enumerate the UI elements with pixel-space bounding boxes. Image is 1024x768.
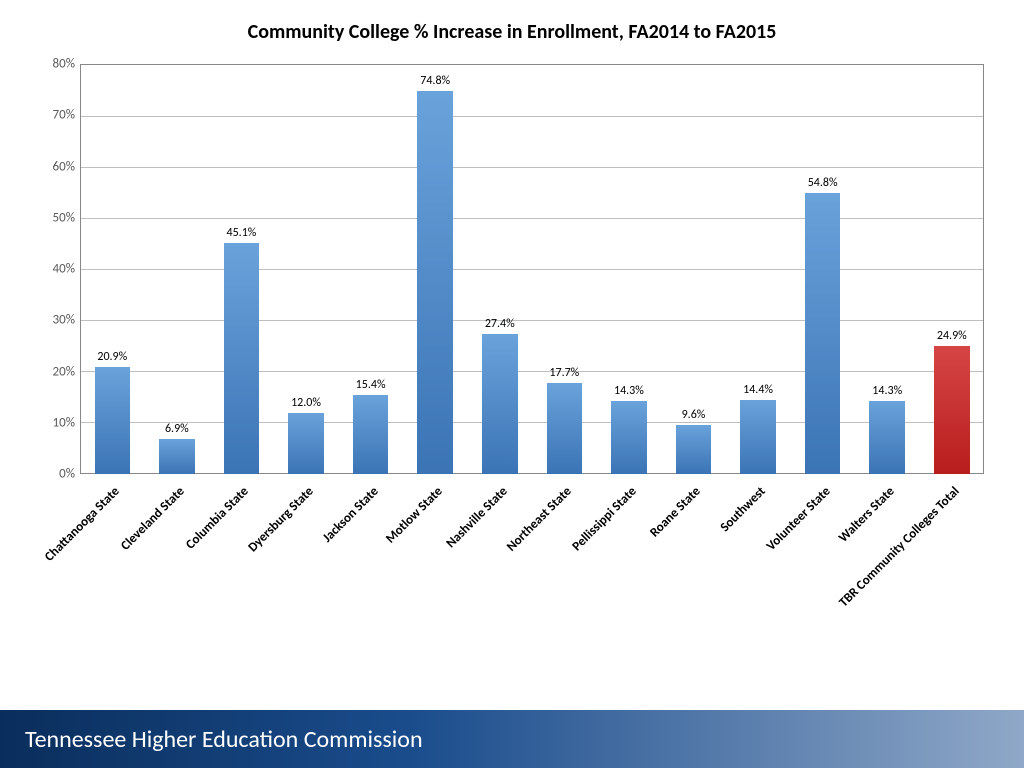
bar-value-label: 14.3% bbox=[872, 384, 902, 398]
bar-slot: 15.4% bbox=[338, 64, 403, 474]
bar-value-label: 14.3% bbox=[614, 384, 644, 398]
footer-text: Tennessee Higher Education Commission bbox=[25, 725, 423, 754]
x-label-slot: Chattanooga State bbox=[80, 479, 145, 659]
x-category-label: Chattanooga State bbox=[42, 484, 123, 565]
bar-slot: 14.4% bbox=[726, 64, 791, 474]
x-label-slot: Pellissippi State bbox=[597, 479, 662, 659]
bar-slot: 45.1% bbox=[209, 64, 274, 474]
y-tick-label: 80% bbox=[40, 57, 75, 72]
bar-slot: 20.9% bbox=[80, 64, 145, 474]
bar-slot: 14.3% bbox=[597, 64, 662, 474]
x-label-slot: Southwest bbox=[726, 479, 791, 659]
bar-value-label: 24.9% bbox=[937, 329, 967, 343]
x-label-slot: TBR Community Colleges Total bbox=[920, 479, 985, 659]
bar-slot: 9.6% bbox=[661, 64, 726, 474]
bar-slot: 12.0% bbox=[274, 64, 339, 474]
x-label-slot: Volunteer State bbox=[790, 479, 855, 659]
x-category-label: Southwest bbox=[718, 484, 769, 535]
x-label-slot: Cleveland State bbox=[145, 479, 210, 659]
bar-slot: 24.9% bbox=[920, 64, 985, 474]
bar-value-label: 74.8% bbox=[420, 74, 450, 88]
bar bbox=[805, 193, 841, 474]
chart-area: Community College % Increase in Enrollme… bbox=[30, 20, 994, 688]
bar bbox=[482, 334, 518, 474]
bar-value-label: 6.9% bbox=[165, 422, 189, 436]
x-label-slot: Dyersburg State bbox=[274, 479, 339, 659]
chart-title: Community College % Increase in Enrollme… bbox=[30, 20, 994, 44]
slide: Community College % Increase in Enrollme… bbox=[0, 0, 1024, 768]
bar bbox=[353, 395, 389, 474]
bar-slot: 17.7% bbox=[532, 64, 597, 474]
bar bbox=[95, 367, 131, 474]
bar bbox=[224, 243, 260, 474]
y-tick-label: 10% bbox=[40, 415, 75, 430]
bar-value-label: 45.1% bbox=[227, 226, 257, 240]
bar-value-label: 17.7% bbox=[549, 366, 579, 380]
x-axis-labels: Chattanooga StateCleveland StateColumbia… bbox=[80, 479, 984, 659]
y-tick-label: 0% bbox=[40, 467, 75, 482]
bar-slot: 14.3% bbox=[855, 64, 920, 474]
bar bbox=[740, 400, 776, 474]
bar-slot: 27.4% bbox=[467, 64, 532, 474]
x-label-slot: Nashville State bbox=[467, 479, 532, 659]
bar bbox=[547, 383, 583, 474]
bar-value-label: 12.0% bbox=[291, 396, 321, 410]
bar bbox=[159, 439, 195, 474]
y-tick-label: 70% bbox=[40, 108, 75, 123]
y-tick-label: 60% bbox=[40, 159, 75, 174]
x-label-slot: Columbia State bbox=[209, 479, 274, 659]
x-label-slot: Northeast State bbox=[532, 479, 597, 659]
bar-slot: 54.8% bbox=[790, 64, 855, 474]
bar-slot: 74.8% bbox=[403, 64, 468, 474]
bar bbox=[288, 413, 324, 475]
y-tick-label: 20% bbox=[40, 364, 75, 379]
bar bbox=[611, 401, 647, 474]
footer-bar: Tennessee Higher Education Commission bbox=[0, 710, 1024, 768]
bar-value-label: 20.9% bbox=[97, 350, 127, 364]
y-tick-label: 30% bbox=[40, 313, 75, 328]
y-tick-label: 50% bbox=[40, 210, 75, 225]
bar bbox=[869, 401, 905, 474]
bar bbox=[417, 91, 453, 474]
x-label-slot: Motlow State bbox=[403, 479, 468, 659]
chart-body: 0% 10% 20% 30% 40% 50% 60% 70% 80% 20.9% 6.9% 45.1… bbox=[30, 54, 994, 674]
bar-value-label: 27.4% bbox=[485, 317, 515, 331]
bar-highlight bbox=[934, 346, 970, 474]
x-label-slot: Jackson State bbox=[338, 479, 403, 659]
x-label-slot: Roane State bbox=[661, 479, 726, 659]
bar-slot: 6.9% bbox=[145, 64, 210, 474]
bar-value-label: 9.6% bbox=[682, 408, 706, 422]
bar-value-label: 14.4% bbox=[743, 383, 773, 397]
y-tick-label: 40% bbox=[40, 262, 75, 277]
bar bbox=[676, 425, 712, 474]
bar-value-label: 15.4% bbox=[356, 378, 386, 392]
bar-value-label: 54.8% bbox=[808, 176, 838, 190]
bars-container: 20.9% 6.9% 45.1% 12.0% 15.4% 74.8% 27.4% 17.7% 1… bbox=[80, 64, 984, 474]
